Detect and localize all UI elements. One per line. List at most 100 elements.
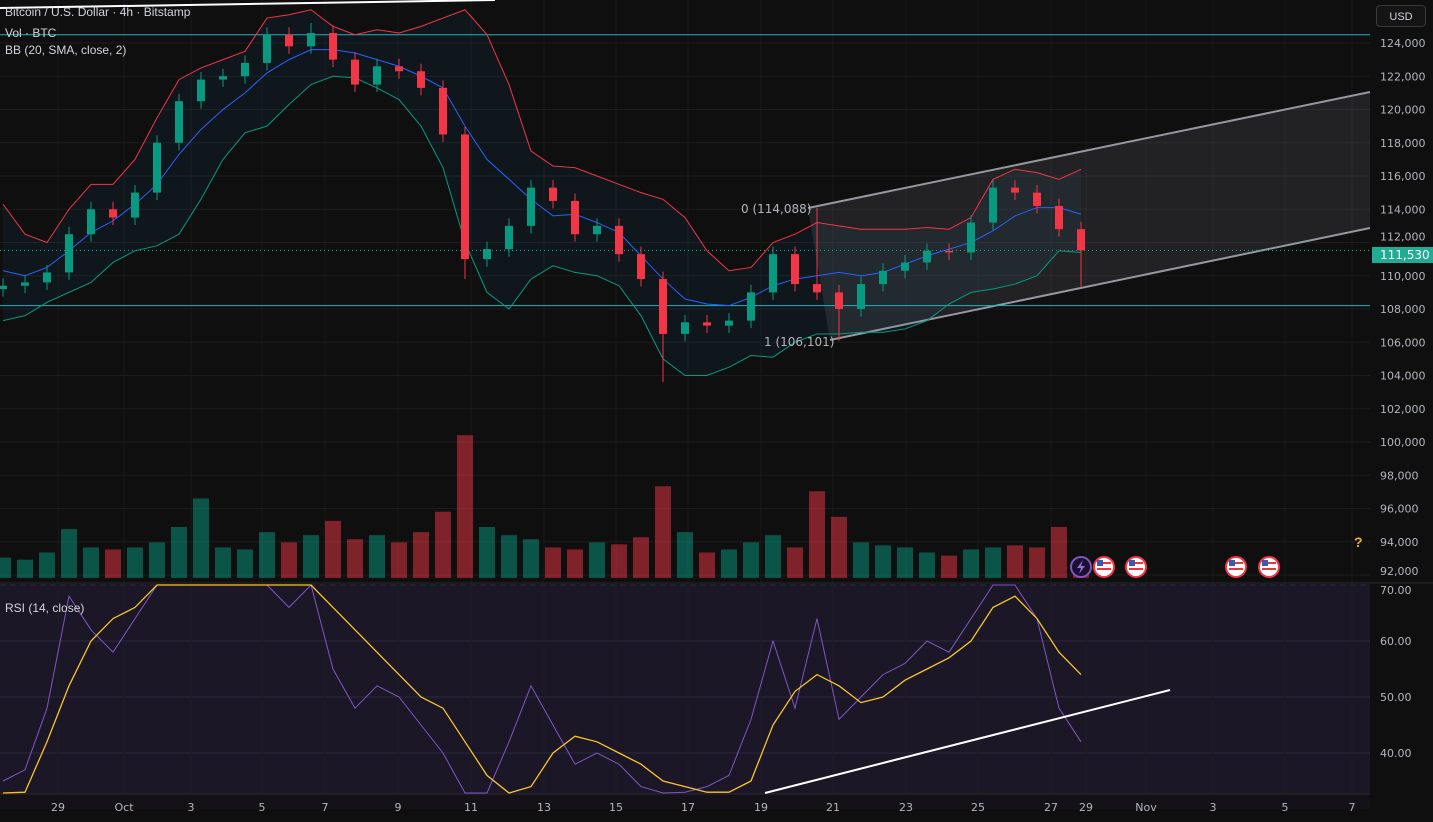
candle-body bbox=[637, 254, 645, 280]
rsi-band bbox=[0, 585, 1370, 809]
candle-body bbox=[1077, 229, 1085, 251]
volume-bar bbox=[919, 552, 935, 578]
rsi-lines bbox=[0, 584, 1370, 809]
flag-stripe bbox=[1103, 562, 1111, 564]
candle-body bbox=[505, 225, 513, 250]
flag-stripe bbox=[1262, 568, 1276, 570]
candle-body bbox=[901, 262, 909, 271]
channel-upper-line[interactable] bbox=[807, 91, 1371, 209]
volume-bar bbox=[1029, 547, 1045, 578]
flag-stripe bbox=[1129, 568, 1143, 570]
volume-bar bbox=[545, 547, 561, 578]
volume-bar bbox=[787, 547, 803, 578]
volume-bars bbox=[0, 435, 1089, 578]
volume-legend[interactable]: Vol · BTC bbox=[5, 26, 57, 40]
candle-body bbox=[153, 142, 161, 193]
time-tick-label: 23 bbox=[899, 801, 913, 814]
volume-bar bbox=[853, 542, 869, 578]
candle-body bbox=[439, 87, 447, 135]
candle-body bbox=[835, 292, 843, 309]
volume-bar bbox=[303, 535, 319, 578]
current-price-tag bbox=[1372, 247, 1433, 263]
rsi-tick-label: 40.00 bbox=[1380, 747, 1412, 760]
price-tick-label: 104,000 bbox=[1380, 370, 1426, 383]
symbol-legend[interactable]: Bitcoin / U.S. Dollar · 4h · Bitstamp bbox=[5, 5, 191, 19]
price-tick-label: 110,000 bbox=[1380, 270, 1426, 283]
volume-bar bbox=[193, 498, 209, 578]
rsi-trendline[interactable] bbox=[764, 689, 1171, 794]
time-tick-label: 29 bbox=[51, 801, 65, 814]
candle-body bbox=[593, 225, 601, 235]
price-axis[interactable] bbox=[1370, 0, 1433, 822]
candle-body bbox=[241, 62, 249, 77]
volume-bar bbox=[721, 549, 737, 578]
flag-canton bbox=[1097, 560, 1103, 566]
rsi-tick-label: 50.00 bbox=[1380, 691, 1412, 704]
volume-bar bbox=[39, 552, 55, 578]
flag-stripe bbox=[1268, 562, 1276, 564]
volume-bar bbox=[1051, 527, 1067, 578]
time-tick-label: 29 bbox=[1079, 801, 1093, 814]
candles bbox=[0, 23, 1085, 383]
rsi-legend[interactable]: RSI (14, close) bbox=[5, 601, 85, 615]
time-tick-label: 9 bbox=[395, 801, 402, 814]
time-axis[interactable]: 29 Oct 3 5 7 9 11 13 15 17 19 21 23 25 27 29 Nov 3 5 7 bbox=[51, 801, 1356, 814]
price-tick-label: 112,000 bbox=[1380, 231, 1426, 244]
volume-bar bbox=[963, 549, 979, 578]
volume-bar bbox=[105, 549, 121, 578]
help-icon[interactable]: ? bbox=[1354, 534, 1363, 550]
volume-bar bbox=[875, 545, 891, 578]
bb-fill bbox=[3, 9, 1081, 376]
price-tick-label: 120,000 bbox=[1380, 104, 1426, 117]
price-axis-labels: 124,000 122,000 120,000 118,000 116,000 114,0… bbox=[1380, 37, 1426, 760]
time-tick-label: 27 bbox=[1044, 801, 1058, 814]
trendline-top[interactable] bbox=[0, 0, 496, 9]
price-tick-label: 116,000 bbox=[1380, 170, 1426, 183]
currency-button[interactable]: USD bbox=[1376, 5, 1426, 27]
rsi-ma-line bbox=[2, 584, 1082, 794]
volume-bar bbox=[699, 552, 715, 578]
volume-bar bbox=[215, 547, 231, 578]
volume-bar bbox=[369, 535, 385, 578]
volume-bar bbox=[897, 547, 913, 578]
candle-body bbox=[879, 270, 887, 285]
volume-bar bbox=[985, 547, 1001, 578]
time-tick-label: 25 bbox=[971, 801, 985, 814]
time-tick-label: 13 bbox=[537, 801, 551, 814]
volume-bar bbox=[83, 547, 99, 578]
candle-body bbox=[769, 254, 777, 293]
lightning-glyph-icon bbox=[1077, 560, 1085, 574]
events[interactable] bbox=[1070, 556, 1280, 578]
main-pane[interactable] bbox=[0, 0, 1370, 582]
time-tick-label: 3 bbox=[188, 801, 195, 814]
volume-bar bbox=[259, 532, 275, 578]
volume-bar bbox=[567, 549, 583, 578]
candle-body bbox=[351, 59, 359, 85]
flag-stripe bbox=[1097, 568, 1111, 570]
volume-bar bbox=[831, 516, 847, 578]
candle-body bbox=[571, 200, 579, 235]
rsi-pane[interactable] bbox=[0, 584, 1370, 794]
time-tick-label: 7 bbox=[1349, 801, 1356, 814]
fib-bottom-label: 1 (106,101) bbox=[764, 335, 834, 349]
candle-body bbox=[197, 79, 205, 102]
candle-body bbox=[417, 71, 425, 88]
volume-bar bbox=[61, 529, 77, 578]
candle-body bbox=[967, 222, 975, 253]
bb-legend[interactable]: BB (20, SMA, close, 2) bbox=[5, 43, 127, 57]
candle-body bbox=[461, 134, 469, 260]
channel-lower-line[interactable] bbox=[829, 227, 1371, 341]
price-tick-label: 114,000 bbox=[1380, 203, 1426, 216]
candle-body bbox=[175, 101, 183, 143]
candle-body bbox=[1055, 205, 1063, 230]
candle-body bbox=[131, 192, 139, 218]
rsi-tick-label: 60.00 bbox=[1380, 635, 1412, 648]
price-tick-label: 108,000 bbox=[1380, 303, 1426, 316]
candle-body bbox=[791, 254, 799, 285]
volume-bar bbox=[457, 435, 473, 578]
price-tick-label: 94,000 bbox=[1380, 536, 1419, 549]
price-tick-label: 124,000 bbox=[1380, 37, 1426, 50]
candle-body bbox=[21, 282, 29, 286]
volume-bar bbox=[281, 542, 297, 578]
